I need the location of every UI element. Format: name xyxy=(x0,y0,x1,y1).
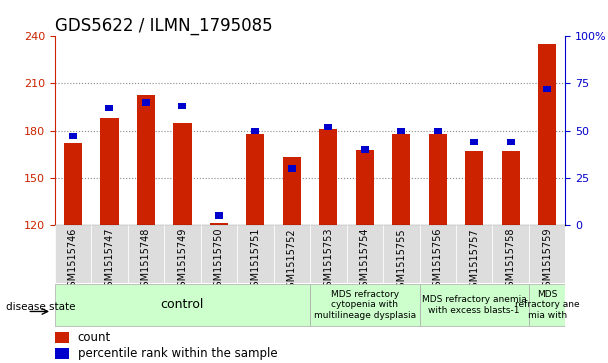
Bar xyxy=(215,212,223,219)
Bar xyxy=(288,165,296,172)
Text: GSM1515753: GSM1515753 xyxy=(323,228,333,293)
Bar xyxy=(470,139,478,145)
Text: GSM1515759: GSM1515759 xyxy=(542,228,552,293)
Text: GSM1515758: GSM1515758 xyxy=(506,228,516,293)
Bar xyxy=(392,134,410,225)
Text: GSM1515750: GSM1515750 xyxy=(214,228,224,293)
Text: GSM1515748: GSM1515748 xyxy=(141,228,151,293)
Bar xyxy=(201,225,237,283)
Text: GSM1515756: GSM1515756 xyxy=(433,228,443,293)
Text: MDS refractory
cytopenia with
multilineage dysplasia: MDS refractory cytopenia with multilinea… xyxy=(314,290,416,320)
Text: GSM1515751: GSM1515751 xyxy=(250,228,260,293)
Bar xyxy=(429,134,447,225)
Bar xyxy=(538,44,556,225)
Text: GSM1515754: GSM1515754 xyxy=(360,228,370,293)
Bar xyxy=(246,134,264,225)
Bar xyxy=(310,284,420,326)
Bar xyxy=(310,225,347,283)
Bar xyxy=(91,225,128,283)
Bar xyxy=(55,332,69,343)
Bar xyxy=(55,284,310,326)
Bar xyxy=(543,86,551,92)
Bar xyxy=(456,225,492,283)
Text: percentile rank within the sample: percentile rank within the sample xyxy=(78,347,277,360)
Bar xyxy=(210,224,228,225)
Bar xyxy=(178,103,187,109)
Bar xyxy=(529,225,565,283)
Bar xyxy=(173,123,192,225)
Text: GSM1515746: GSM1515746 xyxy=(68,228,78,293)
Bar xyxy=(164,225,201,283)
Bar xyxy=(502,151,520,225)
Bar xyxy=(142,99,150,106)
Bar xyxy=(420,225,456,283)
Bar xyxy=(434,127,442,134)
Bar xyxy=(64,143,82,225)
Text: GSM1515749: GSM1515749 xyxy=(178,228,187,293)
Bar xyxy=(69,133,77,139)
Bar xyxy=(356,150,374,225)
Text: GDS5622 / ILMN_1795085: GDS5622 / ILMN_1795085 xyxy=(55,17,272,35)
Text: GSM1515757: GSM1515757 xyxy=(469,228,479,294)
Text: GSM1515752: GSM1515752 xyxy=(287,228,297,294)
Bar xyxy=(529,284,565,326)
Text: MDS refractory anemia
with excess blasts-1: MDS refractory anemia with excess blasts… xyxy=(422,295,527,315)
Bar xyxy=(347,225,383,283)
Bar xyxy=(397,127,406,134)
Bar xyxy=(100,118,119,225)
Bar xyxy=(283,158,301,225)
Bar xyxy=(324,124,333,130)
Bar xyxy=(465,151,483,225)
Bar xyxy=(237,225,274,283)
Bar xyxy=(55,348,69,359)
Bar xyxy=(55,225,91,283)
Bar xyxy=(319,129,337,225)
Text: count: count xyxy=(78,331,111,344)
Bar xyxy=(420,284,529,326)
Bar xyxy=(105,105,114,111)
Bar xyxy=(383,225,420,283)
Bar xyxy=(506,139,515,145)
Bar xyxy=(137,94,155,225)
Bar xyxy=(274,225,310,283)
Text: MDS
refractory ane
mia with: MDS refractory ane mia with xyxy=(515,290,579,320)
Bar xyxy=(251,127,260,134)
Bar xyxy=(361,146,369,153)
Text: control: control xyxy=(161,298,204,311)
Text: GSM1515747: GSM1515747 xyxy=(105,228,114,293)
Text: GSM1515755: GSM1515755 xyxy=(396,228,406,294)
Bar xyxy=(492,225,529,283)
Text: disease state: disease state xyxy=(6,302,75,312)
Bar xyxy=(128,225,164,283)
